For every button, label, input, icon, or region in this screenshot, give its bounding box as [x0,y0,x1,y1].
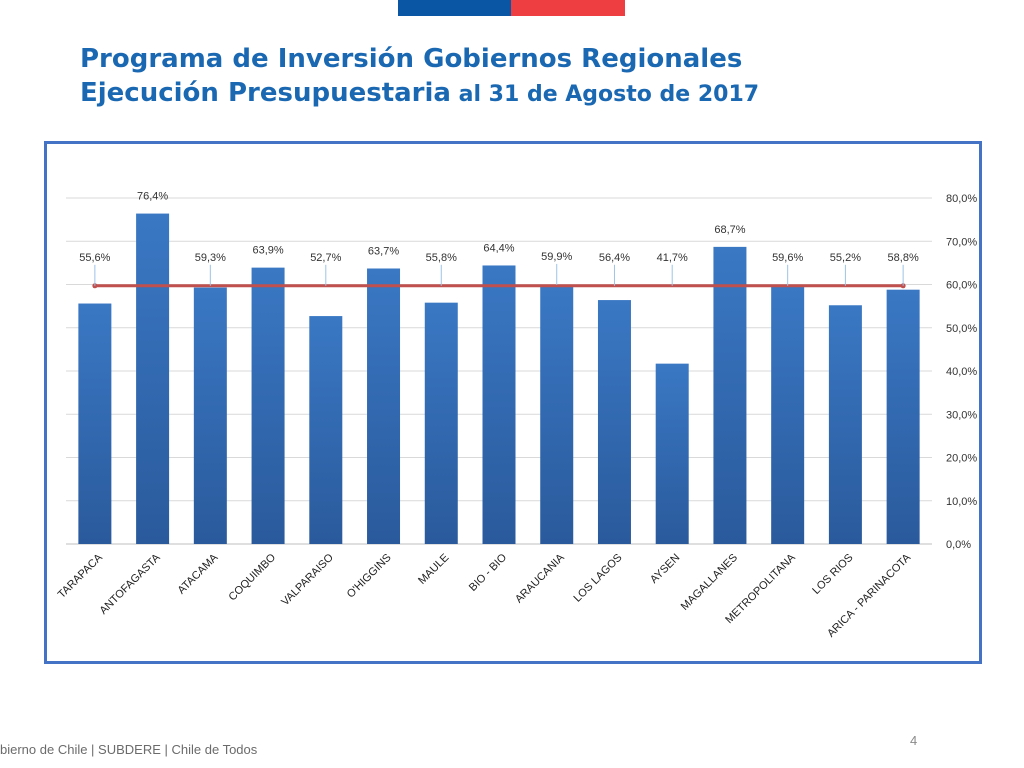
category-label: VALPARAISO [279,551,336,608]
category-label: TARAPACA [56,551,106,601]
category-label: LOS RIOS [810,552,855,597]
category-label: AYSEN [648,552,682,586]
bar [367,268,401,544]
data-label: 55,2% [830,252,861,264]
category-label: MAULE [416,552,451,587]
bar [886,289,920,544]
data-label: 56,4% [599,252,630,264]
category-label: ATACAMA [176,551,221,596]
data-label: 64,4% [483,242,514,254]
data-label: 41,7% [657,252,688,264]
data-label: 58,8% [888,252,919,264]
y-tick-label: 50,0% [946,323,977,335]
bar [655,363,689,544]
y-tick-label: 40,0% [946,366,977,378]
category-label: ARAUCANIA [513,551,567,605]
bar [251,267,285,544]
data-label: 55,8% [426,252,457,264]
category-label: COQUIMBO [226,551,278,603]
category-label: MAGALLANES [679,552,740,613]
bar [828,305,862,544]
y-tick-label: 0,0% [946,539,971,551]
title-line-1: Programa de Inversión Gobiernos Regional… [80,44,743,74]
y-tick-label: 30,0% [946,409,977,421]
bar [713,246,747,544]
data-label: 59,9% [541,251,572,263]
bar [597,300,631,544]
y-tick-label: 60,0% [946,280,977,292]
y-tick-label: 20,0% [946,453,977,465]
data-label: 68,7% [714,224,745,236]
title-line-2: Ejecución Presupuestaria al 31 de Agosto… [80,76,759,112]
bar [193,287,227,544]
y-tick-label: 80,0% [946,193,977,205]
bar [136,213,170,544]
y-tick-label: 10,0% [946,496,977,508]
footer-text: bierno de Chile | SUBDERE | Chile de Tod… [0,742,258,757]
data-label: 76,4% [137,191,168,203]
bar [78,303,112,544]
page-number: 4 [910,733,918,748]
y-tick-label: 70,0% [946,236,977,248]
data-label: 63,7% [368,245,399,257]
flag-red-stripe [511,0,625,16]
bar [309,316,343,544]
flag-blue-stripe [398,0,511,16]
data-label: 63,9% [252,245,283,257]
category-label: O'HIGGINS [345,552,394,601]
page-title: Programa de Inversión Gobiernos Regional… [80,42,759,112]
bar [540,284,574,544]
category-label: LOS LAGOS [572,552,625,605]
data-label: 52,7% [310,252,341,264]
category-label: BIO - BIO [467,551,510,594]
title-line-2-rest: al 31 de Agosto de 2017 [450,82,760,107]
title-line-2-bold: Ejecución Presupuestaria [80,78,451,108]
data-label: 59,6% [772,252,803,264]
data-label: 55,6% [79,252,110,264]
category-label: ANTOFAGASTA [97,551,163,617]
bar [424,302,458,544]
data-label: 59,3% [195,252,226,264]
bar [482,265,516,544]
bar [771,286,805,544]
